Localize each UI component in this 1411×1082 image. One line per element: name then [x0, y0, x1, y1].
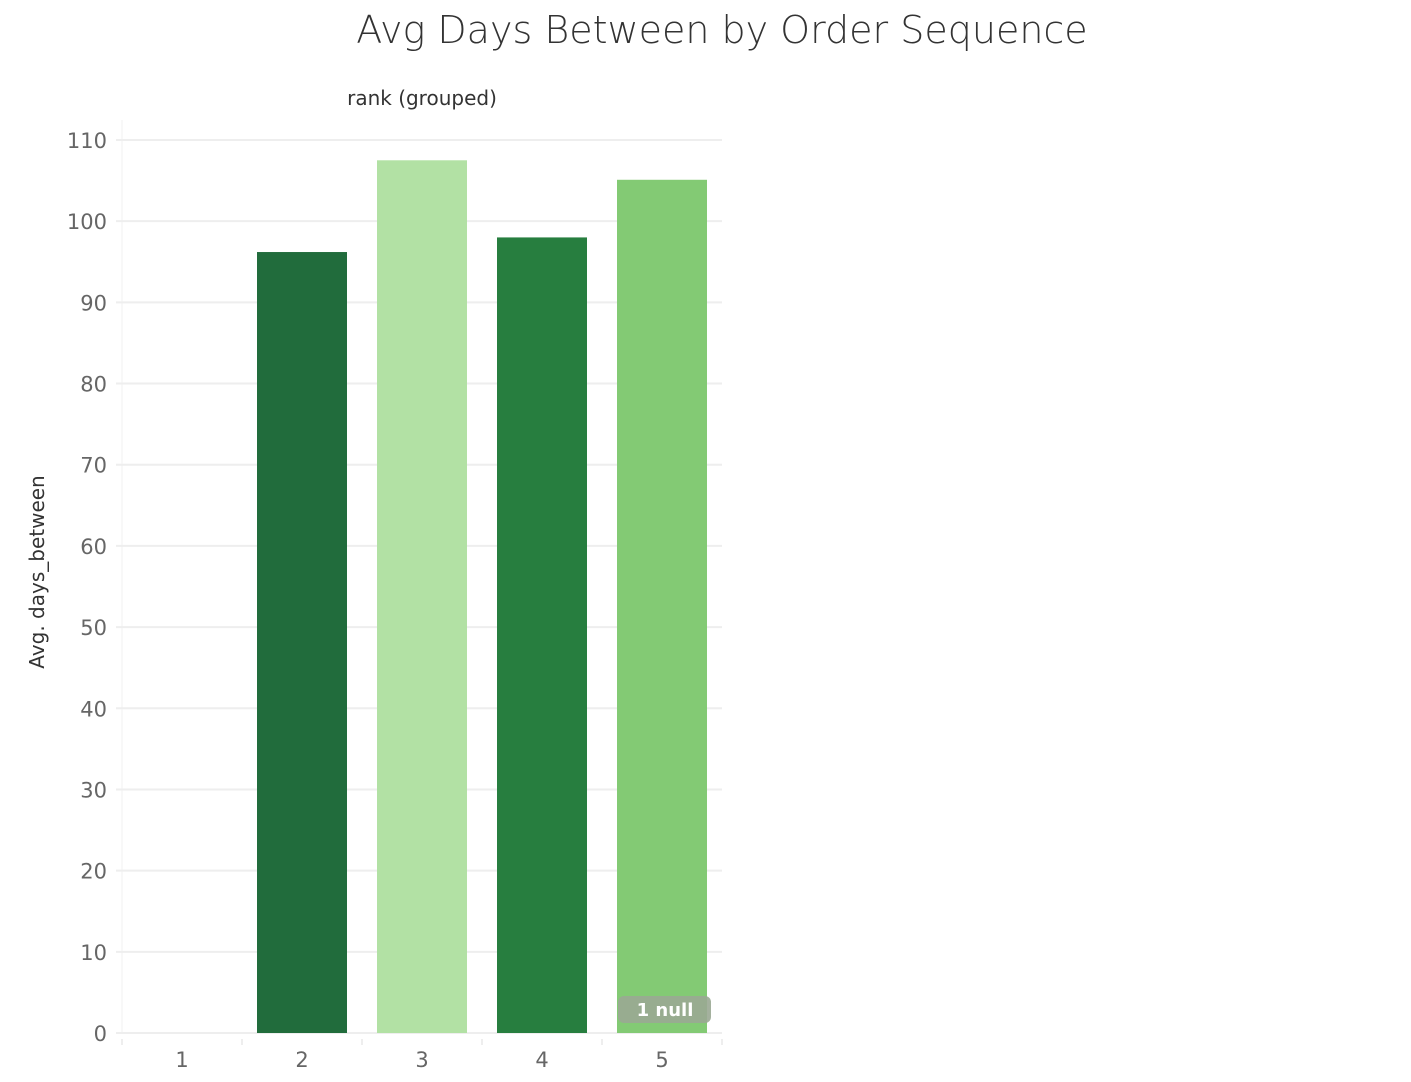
x-tick-label: 4 [535, 1048, 548, 1072]
y-axis-label: Avg. days_between [25, 475, 49, 668]
y-tick-label: 110 [67, 129, 107, 153]
null-indicator-label: 1 null [637, 1000, 694, 1021]
y-tick-label: 90 [80, 291, 107, 315]
x-tick-label: 2 [295, 1048, 308, 1072]
x-tick-label: 3 [415, 1048, 428, 1072]
y-tick-label: 0 [94, 1022, 107, 1046]
y-tick-label: 50 [80, 616, 107, 640]
y-tick-label: 20 [80, 860, 107, 884]
chart-title: Avg Days Between by Order Sequence [356, 8, 1088, 52]
y-tick-label: 70 [80, 454, 107, 478]
column-header: rank (grouped) [347, 86, 497, 110]
null-indicator[interactable]: 1 null [618, 996, 711, 1023]
x-tick-label: 1 [175, 1048, 188, 1072]
bar-3[interactable] [377, 160, 467, 1033]
bar-5[interactable] [617, 179, 707, 1033]
y-tick-label: 30 [80, 778, 107, 802]
y-tick-label: 100 [67, 210, 107, 234]
y-tick-label: 60 [80, 535, 107, 559]
bar-4[interactable] [497, 237, 587, 1033]
x-tick-label: 5 [655, 1048, 668, 1072]
y-tick-label: 10 [80, 941, 107, 965]
y-tick-label: 80 [80, 373, 107, 397]
y-tick-label: 40 [80, 697, 107, 721]
bar-2[interactable] [257, 252, 347, 1034]
